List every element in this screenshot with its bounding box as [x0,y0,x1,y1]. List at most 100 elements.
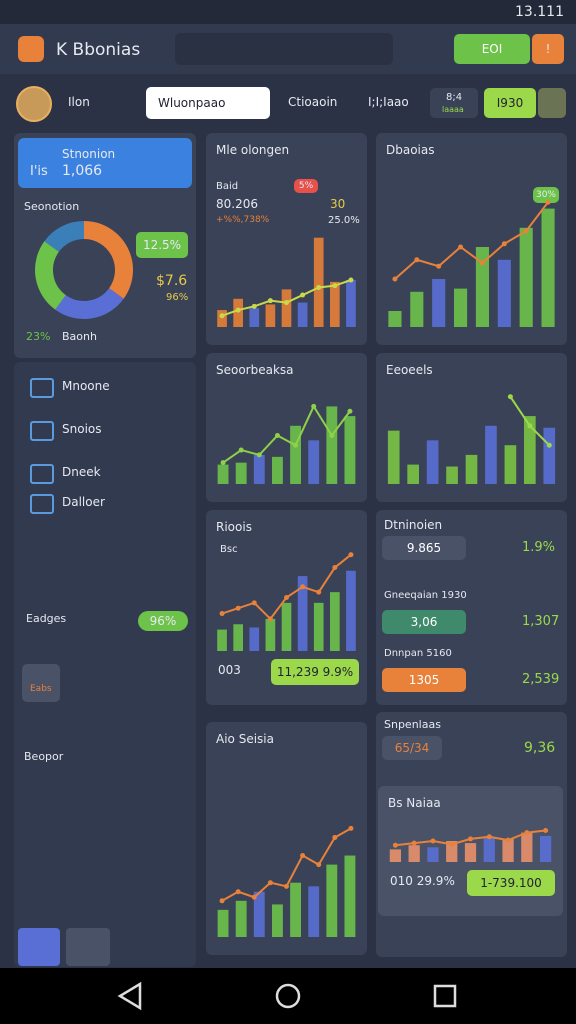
donut [35,221,133,319]
bar [233,624,243,651]
menu-icon[interactable] [30,494,54,514]
avatar[interactable] [16,86,52,122]
row-right: 1.9% [522,540,556,555]
chart [217,237,356,327]
bottom-tab[interactable] [18,928,60,966]
blue-card[interactable] [18,138,192,188]
list-title: Dtninoien [384,518,443,532]
bar [249,627,260,651]
badges-value: 96% [138,611,188,631]
card-title: Seoorbeaksa [216,363,294,377]
search[interactable] [175,33,393,65]
bar [543,427,556,484]
bar [432,279,446,327]
bar [281,602,292,651]
icon-button[interactable] [538,88,566,118]
bar [281,289,292,327]
card-sub: Bsc [220,544,238,555]
line [509,396,550,446]
bar [330,281,340,327]
bar [265,618,276,651]
card-title: Aio Seisia [216,732,274,746]
menu-item[interactable]: Mnoone [62,379,110,393]
bar [290,882,301,937]
menu-item[interactable]: Dalloer [62,495,105,509]
bar [485,425,497,484]
footer-value: 23% [26,330,51,343]
bar [326,406,338,484]
logo [18,36,44,62]
line [221,553,352,621]
menu-item[interactable]: Dneek [62,465,101,479]
badges-label[interactable]: Eadges [26,612,67,625]
chart-card [206,722,367,955]
bar [483,836,495,862]
section-title: Seonotion [24,200,80,213]
card-title: Eeoeels [386,363,433,377]
bar [539,835,552,862]
line [221,279,352,317]
chart [217,552,356,651]
card-right: 25.0% [328,215,360,226]
stat-sub: laaaa [442,105,464,114]
bar [330,592,340,651]
bar [387,430,400,484]
bar [272,456,283,484]
bar [446,466,458,484]
card-top: 5% [294,179,318,193]
donut-slice [55,287,124,319]
menu-item[interactable]: Snoios [62,422,102,436]
bar [426,440,439,484]
tab-icon[interactable] [22,664,60,702]
card-delta: +%%,738% [216,215,270,225]
row-value: 9.865 [382,536,466,560]
menu-icon[interactable] [30,378,54,398]
bar [427,847,439,862]
tab[interactable]: Ctioaoin [288,95,338,109]
toolbar-button[interactable]: I930 [484,88,536,118]
tab-label[interactable]: Beopor [24,750,64,763]
bar [497,259,511,327]
chart-card [206,353,367,502]
summary-title: Snpenlaas [384,718,441,731]
card-value: 80.206 [216,197,258,211]
card-title: Bs Naiaa [388,796,441,810]
card-right: 30 [330,197,346,211]
user[interactable]: Ilon [68,95,90,109]
footer-pill: 11,239 9.9% [271,659,359,685]
menu-icon[interactable] [30,421,54,441]
footer-label: Baonh [62,330,97,343]
bar [524,416,536,484]
bar [446,841,458,862]
time: 13.111 [515,4,564,20]
bar [253,454,265,484]
menu-icon[interactable] [30,464,54,484]
header-button[interactable]: EOI [454,34,530,64]
chart [217,403,356,484]
donut-slice [35,241,67,310]
bar [233,298,243,327]
chart [387,394,556,484]
status-bar [0,0,576,24]
blue-prefix: I'is [30,164,48,179]
header-badge[interactable]: ! [532,34,564,64]
bar [502,838,514,862]
blue-title: Stnonion [62,147,116,161]
tab-label[interactable]: Eabs [30,684,52,694]
summary-right: 9,36 [524,740,556,756]
bar [454,288,468,327]
card-label: Baid [216,181,239,192]
dropdown[interactable]: Wluonpaao [146,87,270,119]
nav-icons [117,981,457,1011]
row-value: 3,06 [382,610,466,634]
card-title: Mle olongen [216,143,290,157]
bar [297,576,308,651]
donut-slice [44,221,85,253]
bar [519,227,533,327]
donut-slice [83,221,133,299]
bottom-tab[interactable] [66,928,110,966]
chart [217,825,356,937]
stat: 8;4 [446,92,463,103]
card-title: Dbaoias [386,143,435,157]
